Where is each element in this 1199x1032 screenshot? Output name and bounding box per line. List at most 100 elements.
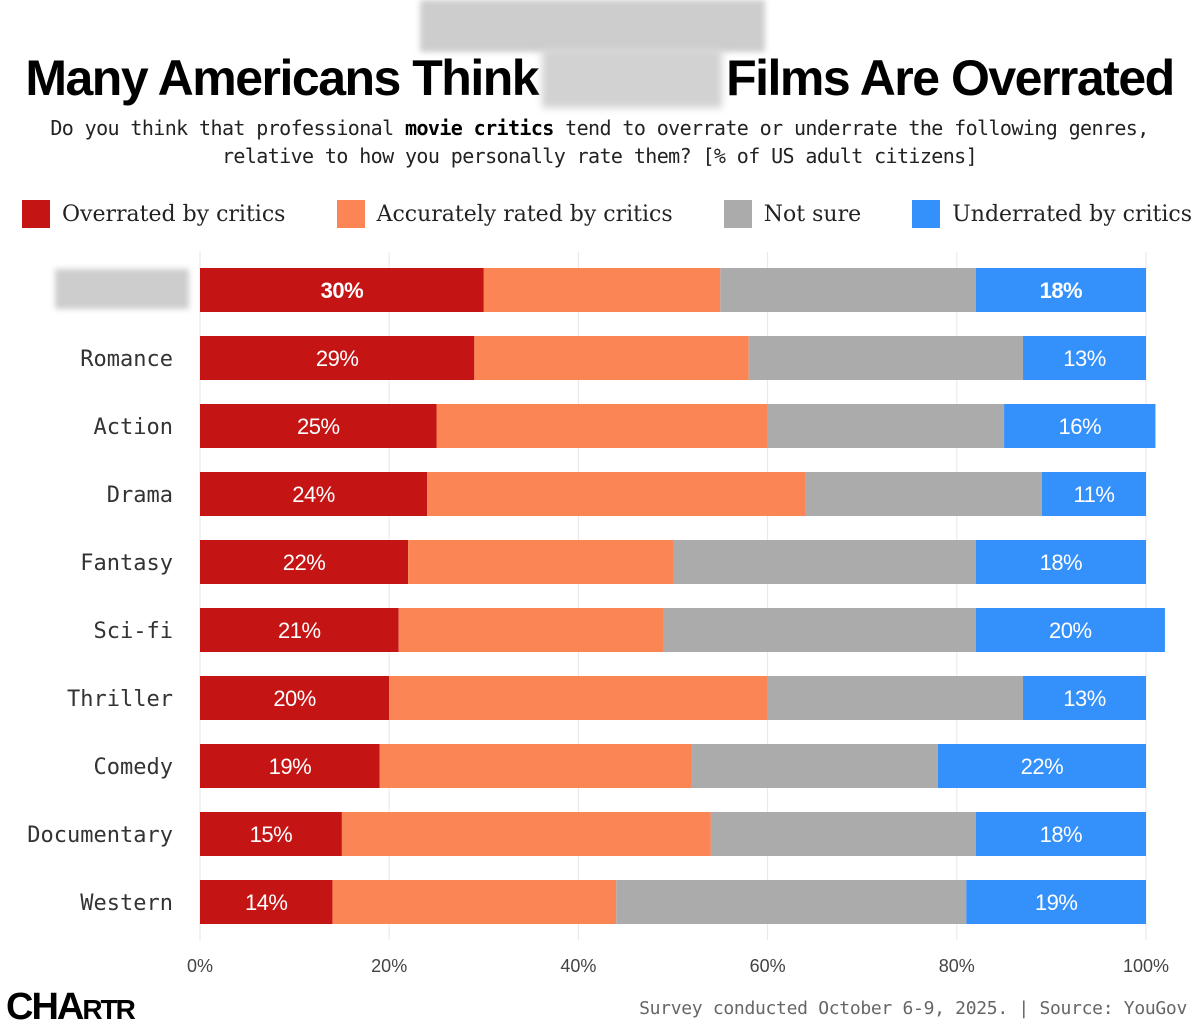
value-label: 22% (1021, 754, 1064, 779)
subtitle-pre: Do you think that professional (50, 116, 405, 140)
chart-subtitle: Do you think that professional movie cri… (0, 114, 1199, 170)
bar-segment (408, 540, 673, 584)
bar-segment (200, 268, 484, 312)
redacted-header-block (420, 0, 765, 52)
bar-segment (200, 472, 428, 516)
value-label: 15% (250, 822, 293, 847)
legend-label-underrated: Underrated by critics (952, 201, 1192, 227)
bar-segment (427, 472, 806, 516)
subtitle-bold: movie critics (405, 116, 554, 140)
category-label: Fantasy (80, 551, 173, 576)
value-label: 16% (1059, 414, 1102, 439)
bar-segment (691, 744, 938, 788)
legend-item-accurate: Accurately rated by critics (336, 200, 673, 228)
legend-swatch-not-sure (723, 200, 752, 228)
legend-item-overrated: Overrated by critics (22, 200, 285, 228)
legend: Overrated by critics Accurately rated by… (22, 196, 1192, 232)
bar-segment (975, 540, 1146, 584)
category-label: Romance (80, 347, 173, 372)
redacted-title-word (542, 48, 723, 108)
bar-segment (200, 608, 399, 652)
value-label: 21% (278, 618, 321, 643)
bar-segment (975, 812, 1146, 856)
bar-segment (483, 268, 721, 312)
bar-segment (379, 744, 692, 788)
bar-segment (720, 268, 976, 312)
bar-segment (436, 404, 768, 448)
legend-item-not-sure: Not sure (723, 200, 861, 228)
bar-segment (767, 676, 1024, 720)
chart-title: Many Americans Think Films Are Overrated (0, 48, 1199, 108)
subtitle-post: tend to overrate or underrate the follow… (221, 116, 1149, 168)
value-label: 18% (1040, 278, 1083, 303)
bar-segment (200, 676, 390, 720)
bar-segment (398, 608, 664, 652)
value-label: 20% (273, 686, 316, 711)
x-tick-label: 60% (750, 956, 786, 976)
x-tick-label: 20% (371, 956, 407, 976)
value-label: 18% (1040, 550, 1083, 575)
bar-segment (1041, 472, 1146, 516)
source-note: Survey conducted October 6-9, 2025. | So… (639, 998, 1187, 1019)
x-tick-label: 0% (187, 956, 213, 976)
category-label: Action (94, 415, 173, 440)
value-label: 13% (1063, 346, 1106, 371)
bar-segment (767, 404, 1005, 448)
category-label: Drama (107, 483, 173, 508)
value-label: 22% (283, 550, 326, 575)
category-labels: Romance Action Drama Fantasy Sci-fi Thriller C… (27, 269, 189, 916)
bar-segment (975, 608, 1165, 652)
legend-label-overrated: Overrated by critics (62, 201, 286, 227)
value-label: 13% (1063, 686, 1106, 711)
bar-segment (748, 336, 1024, 380)
bar-segment (341, 812, 711, 856)
bar-segment (616, 880, 967, 924)
legend-swatch-underrated (912, 200, 941, 228)
bar-segment (200, 540, 409, 584)
bar-segment (975, 268, 1146, 312)
category-label: Documentary (27, 823, 173, 848)
bar-segment (389, 676, 768, 720)
title-part-2: Films Are Overrated (726, 50, 1175, 106)
bar-segment (710, 812, 976, 856)
bar-segment (200, 336, 475, 380)
x-tick-label: 80% (939, 956, 975, 976)
value-label: 18% (1040, 822, 1083, 847)
bars: 30% 18% 29% 13% 25% 16% 24% 11% 22% 18% 21% 20% 20% 1… (200, 268, 1165, 924)
bar-segment (1004, 404, 1156, 448)
chartr-logo: CHARTR (6, 985, 136, 1032)
value-label: 24% (292, 482, 335, 507)
grid-lines (199, 252, 1147, 940)
bar-segment (1023, 336, 1146, 380)
x-tick-label: 40% (560, 956, 596, 976)
value-label: 19% (1035, 890, 1078, 915)
bar-segment (937, 744, 1146, 788)
logo-main: CHA (6, 986, 84, 1028)
category-label: Thriller (67, 687, 173, 712)
bar-segment (966, 880, 1146, 924)
bar-segment (805, 472, 1042, 516)
bar-segment (200, 744, 380, 788)
legend-label-accurate: Accurately rated by critics (376, 201, 673, 227)
value-label: 11% (1074, 482, 1115, 507)
x-tick-label: 100% (1123, 956, 1169, 976)
bar-segment (663, 608, 976, 652)
category-label: Comedy (94, 755, 173, 780)
bar-segment (200, 812, 342, 856)
bar-segment (673, 540, 976, 584)
value-label: 30% (321, 278, 364, 303)
legend-swatch-overrated (22, 200, 50, 228)
bar-segment (1023, 676, 1146, 720)
value-label: 29% (316, 346, 359, 371)
bar-segment (332, 880, 617, 924)
legend-item-underrated: Underrated by critics (912, 200, 1192, 228)
redacted-category-label (55, 269, 189, 309)
title-part-1: Many Americans Think (25, 50, 539, 106)
value-label: 20% (1049, 618, 1092, 643)
value-label: 19% (269, 754, 312, 779)
logo-tail: RTR (82, 994, 136, 1025)
category-label: Western (80, 891, 173, 916)
x-axis-ticks: 0% 20% 40% 60% 80% 100% (187, 956, 1169, 976)
bar-segment (200, 880, 333, 924)
value-label: 14% (245, 890, 288, 915)
